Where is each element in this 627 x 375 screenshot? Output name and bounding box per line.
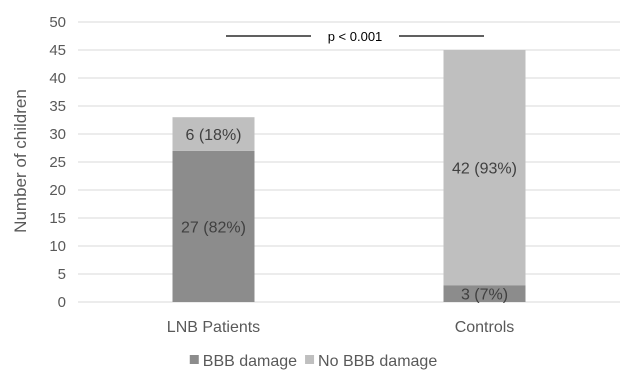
y-tick-label: 5 bbox=[58, 266, 66, 283]
legend: BBB damage No BBB damage bbox=[189, 353, 437, 370]
bars bbox=[172, 50, 526, 302]
data-label: 6 (18%) bbox=[185, 127, 241, 144]
y-axis-ticks: 0 5 10 15 20 25 30 35 40 45 50 bbox=[49, 14, 66, 311]
y-tick-label: 15 bbox=[49, 210, 66, 227]
legend-label: No BBB damage bbox=[318, 353, 437, 370]
y-tick-label: 25 bbox=[49, 154, 66, 171]
y-tick-label: 10 bbox=[49, 238, 66, 255]
legend-label: BBB damage bbox=[203, 353, 297, 370]
data-label: 27 (82%) bbox=[181, 219, 246, 236]
bar-segment bbox=[443, 50, 526, 286]
y-tick-label: 35 bbox=[49, 98, 66, 115]
p-value-label: p < 0.001 bbox=[328, 29, 383, 44]
data-label: 3 (7%) bbox=[461, 287, 508, 304]
bar-segment bbox=[443, 285, 526, 302]
y-tick-label: 50 bbox=[49, 14, 66, 31]
legend-swatch bbox=[305, 355, 315, 364]
data-labels: 27 (82%) 6 (18%) 3 (7%) 42 (93%) bbox=[181, 127, 517, 304]
gridlines bbox=[78, 21, 620, 303]
y-tick-label: 30 bbox=[49, 126, 66, 143]
y-tick-label: 45 bbox=[49, 42, 66, 59]
significance-annotation: p < 0.001 bbox=[226, 29, 484, 44]
x-category-label: LNB Patients bbox=[167, 319, 260, 336]
x-axis-categories: LNB Patients Controls bbox=[167, 319, 514, 336]
bar-segment bbox=[172, 117, 255, 151]
y-tick-label: 40 bbox=[49, 70, 66, 87]
y-tick-label: 20 bbox=[49, 182, 66, 199]
y-axis-label: Number of children bbox=[11, 89, 30, 233]
bar-segment bbox=[172, 150, 255, 302]
x-category-label: Controls bbox=[455, 319, 515, 336]
legend-swatch bbox=[189, 355, 199, 364]
data-label: 42 (93%) bbox=[452, 161, 517, 178]
y-tick-label: 0 bbox=[58, 294, 66, 311]
